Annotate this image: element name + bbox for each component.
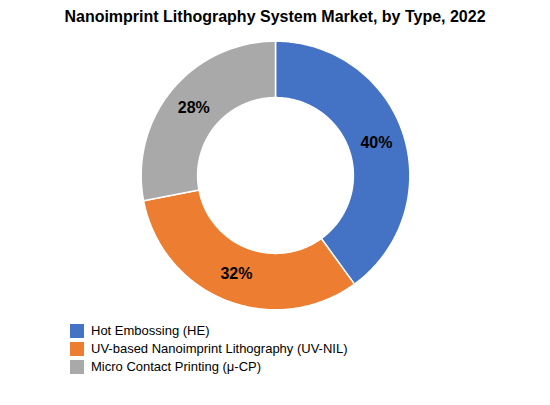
svg-text:40%: 40% — [360, 134, 392, 151]
svg-text:28%: 28% — [178, 99, 210, 116]
html-text:Micro Contact Printing (μ-CP): Micro Contact Printing (μ-CP) — [91, 359, 261, 374]
html-text:UV-based Nanoimprint Lithograp: UV-based Nanoimprint Lithography (UV-NIL… — [91, 341, 348, 356]
html-text:Hot Embossing (HE): Hot Embossing (HE) — [91, 323, 210, 338]
html-text:Nanoimprint Lithography System: Nanoimprint Lithography System Market, b… — [64, 8, 486, 25]
svg-text:32%: 32% — [220, 265, 252, 282]
